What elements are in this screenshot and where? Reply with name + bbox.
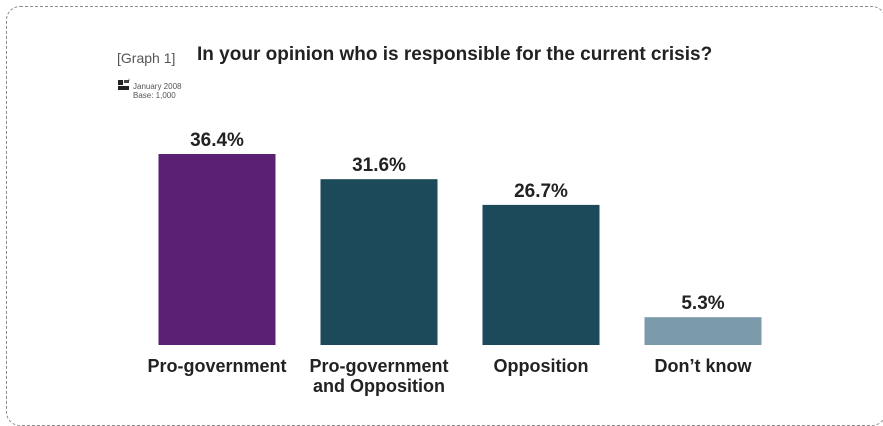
svg-text:©: © [128, 78, 131, 82]
value-label-4: 5.3% [681, 293, 724, 314]
chart-title: In your opinion who is responsible for t… [197, 44, 713, 65]
value-label-2: 31.6% [352, 155, 406, 176]
bar-4 [644, 317, 762, 345]
category-label-3-line-1: Opposition [494, 356, 589, 376]
brand-logo-icon: © [118, 78, 131, 90]
category-label-4-line-1: Don’t know [655, 356, 753, 376]
survey-base: Base: 1,000 [133, 91, 176, 100]
survey-meta: January 2008 Base: 1,000 [133, 82, 181, 100]
category-label-2-line-1: Pro-government [309, 356, 448, 376]
category-label-1-line-1: Pro-government [147, 356, 286, 376]
bar-2 [320, 179, 438, 345]
survey-date: January 2008 [133, 82, 182, 91]
bar-1 [158, 154, 276, 345]
value-label-3: 26.7% [514, 181, 568, 202]
category-label-2-line-2: and Opposition [313, 376, 445, 396]
bar-3 [482, 204, 600, 345]
graph-tag: [Graph 1] [117, 50, 176, 66]
value-label-1: 36.4% [190, 130, 244, 151]
